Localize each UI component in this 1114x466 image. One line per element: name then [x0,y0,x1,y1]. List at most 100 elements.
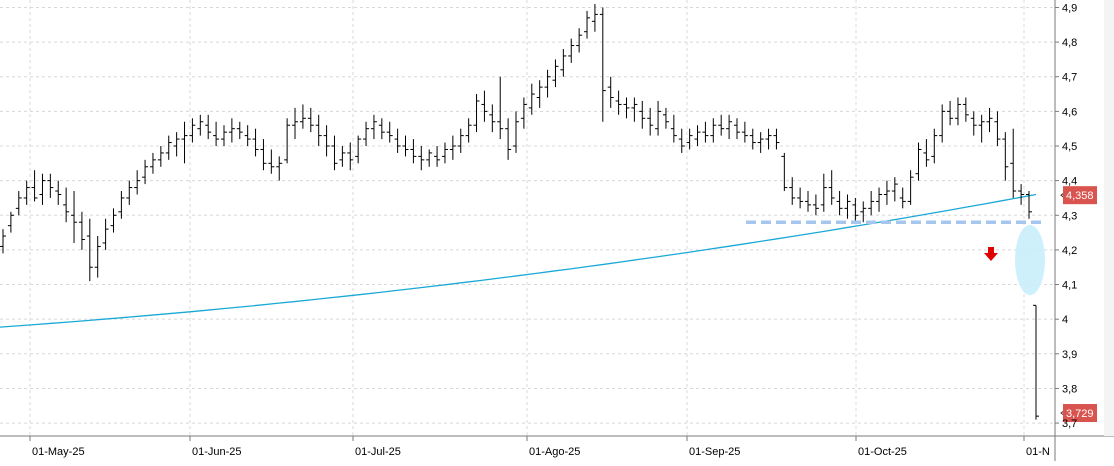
ohlc-bar [315,114,322,146]
ohlc-bar [828,170,835,205]
ohlc-bar [220,125,227,146]
ohlc-bar [568,38,575,63]
ohlc-bar [23,180,30,205]
y-tick-label: 4,9 [1062,2,1077,14]
ohlc-bar [678,128,685,153]
y-tick-label: 3,7 [1062,418,1077,430]
ohlc-bar [860,201,867,223]
ohlc-bar [410,139,417,164]
ohlc-bar [299,104,306,129]
y-tick-label: 4,7 [1062,72,1077,84]
y-tick-label: 4,5 [1062,141,1077,153]
ohlc-bar [607,76,614,108]
ohlc-bar [118,191,125,219]
ohlc-bar [591,4,598,32]
ohlc-bar [1002,132,1009,181]
x-tick-label: 01-Ago-25 [529,446,580,458]
right-scroll-area [1104,0,1114,436]
ohlc-bar [1026,191,1032,219]
grid-layer [0,0,1055,436]
ohlc-bar [63,187,70,223]
ohlc-bar [986,107,993,133]
ohlc-bar [378,118,385,140]
x-tick-label: 01-N [1026,446,1050,458]
ohlc-bar [789,177,796,205]
ohlc-bar [142,159,149,185]
ohlc-bar [560,49,567,77]
ohlc-bar [947,100,954,126]
ohlc-bar [339,146,346,167]
ohlc-bar [15,191,22,216]
price-bars-layer [0,4,1039,420]
ohlc-bar [347,142,354,171]
ohlc-bar [386,121,393,143]
ohlc-bar [733,118,740,140]
ohlc-bar [923,139,930,167]
price-tag: 3,729 [1060,404,1097,423]
ohlc-bar [710,118,717,143]
ohlc-bar [252,128,259,157]
ohlc-bar [173,132,180,157]
ohlc-bar [323,125,330,157]
ohlc-bar [331,135,338,171]
y-tick-label: 4,1 [1062,280,1077,292]
ohlc-bar [899,187,906,209]
y-tick-label: 4,2 [1062,245,1077,257]
ohlc-bar [552,59,559,88]
ohlc-bar [805,191,812,212]
ohlc-bar [891,177,898,202]
ohlc-bar [7,211,14,233]
ohlc-bar [655,100,662,136]
y-tick-label: 4,4 [1062,176,1077,188]
ohlc-bar [197,114,204,136]
x-tick-label: 01-Jun-25 [192,446,242,458]
ohlc-bar [765,128,772,150]
ohlc-bar [449,135,456,160]
ohlc-bar [0,229,6,254]
annotations-layer: 4,358 3,729 [746,186,1097,423]
ohlc-bar [852,197,859,223]
ohlc-bar [426,149,433,167]
ohlc-bar [970,111,977,136]
price-tag-box [1063,404,1097,423]
y-tick-label: 4 [1062,314,1068,326]
ohlc-bar [205,114,212,140]
ohlc-bar [260,139,267,171]
ohlc-bar [39,173,46,205]
ohlc-bar [702,121,709,143]
highlight-ellipse [1015,225,1045,295]
ohlc-bar [836,191,843,216]
ohlc-bar [307,107,314,133]
ohlc-bar [370,114,377,140]
ohlc-bar [71,191,78,243]
ohlc-bar [497,76,504,140]
ohlc-bar [536,80,543,108]
price-tag: 4,358 [1060,186,1097,205]
ohlc-bar [528,83,535,115]
ohlc-bar [268,149,275,174]
price-tag-label: 3,729 [1066,408,1094,420]
ohlc-bar [236,121,243,140]
ohlc-bar [481,90,488,122]
ohlc-bar [718,114,725,136]
ohlc-bar [110,208,117,233]
ohlc-bar [473,94,480,133]
y-tick-label: 3,8 [1062,383,1077,395]
ohlc-bar [465,118,472,143]
ohlc-bar [623,97,630,119]
y-tick-label: 4,3 [1062,210,1077,222]
ohlc-bar [134,170,141,195]
ohlc-bar [189,118,196,143]
ohlc-bar [749,128,756,150]
ohlc-bar [615,90,622,115]
ohlc-bar [489,104,496,133]
ohlc-bar [726,114,733,140]
ohlc-bar [1018,184,1025,205]
ohlc-bar [915,142,922,181]
ohlc-bar [741,121,748,143]
x-tick-label: 01-Oct-25 [858,446,907,458]
ohlc-bar [31,170,38,202]
ohlc-bar [978,114,985,143]
